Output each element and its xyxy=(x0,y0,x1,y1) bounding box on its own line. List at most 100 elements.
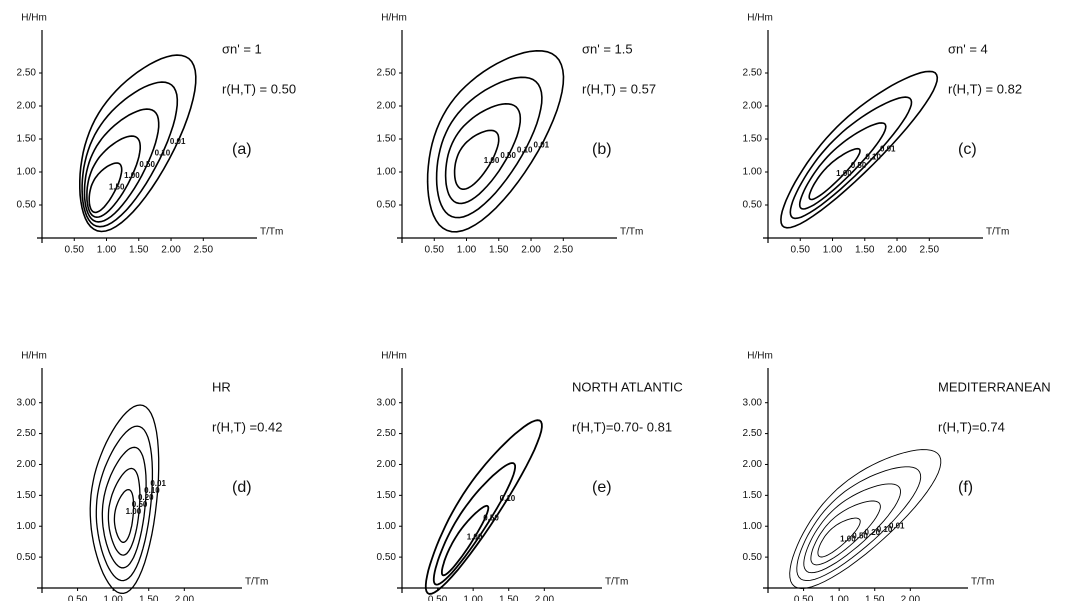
y-tick-label: 1.50 xyxy=(743,134,763,145)
x-tick-label: 0.50 xyxy=(65,245,85,256)
contour-line xyxy=(796,466,922,582)
x-tick-label: 1.00 xyxy=(463,595,483,601)
annotation: r(H,T)=0.70- 0.81 xyxy=(572,419,672,434)
y-tick-label: 2.00 xyxy=(377,459,397,470)
panel-label: (d) xyxy=(232,479,252,496)
x-tick-label: 0.50 xyxy=(428,595,448,601)
contour-line xyxy=(808,147,861,201)
contour-label: 0.01 xyxy=(889,522,905,531)
x-tick-label: 1.00 xyxy=(97,245,117,256)
x-axis-label: T/Tm xyxy=(971,577,994,588)
y-tick-label: 2.00 xyxy=(17,101,37,112)
contour-label: 1.00 xyxy=(467,532,483,541)
annotation: HR xyxy=(212,379,231,394)
contour-label: 1.00 xyxy=(840,535,856,544)
y-axis-label: H/Hm xyxy=(21,351,47,362)
x-axis-label: T/Tm xyxy=(260,227,283,238)
x-tick-label: 2.50 xyxy=(194,245,214,256)
x-axis-label: T/Tm xyxy=(986,227,1009,238)
y-tick-label: 2.50 xyxy=(377,428,397,439)
contour-line xyxy=(444,102,522,205)
contour-line xyxy=(789,96,913,220)
y-tick-label: 0.50 xyxy=(17,552,37,563)
contour-line xyxy=(798,122,887,210)
contour-label: 0.50 xyxy=(500,151,516,160)
y-axis-label: H/Hm xyxy=(381,351,407,362)
x-tick-label: 0.50 xyxy=(68,595,88,601)
panel-label: (b) xyxy=(592,141,612,158)
contour-label: 0.01 xyxy=(170,137,186,146)
contour-line xyxy=(789,449,942,589)
contour-line xyxy=(88,162,123,214)
panel-label: (c) xyxy=(958,141,977,158)
annotation: σn' = 1.5 xyxy=(582,41,633,56)
contour-label: 0.50 xyxy=(483,513,499,522)
y-tick-label: 2.50 xyxy=(17,68,37,79)
y-tick-label: 3.00 xyxy=(377,397,397,408)
x-tick-label: 1.00 xyxy=(829,595,849,601)
contour-line xyxy=(86,135,141,219)
x-tick-label: 1.50 xyxy=(139,595,159,601)
annotation: σn' = 1 xyxy=(222,41,262,56)
x-tick-label: 2.00 xyxy=(535,595,555,601)
annotation: r(H,T) = 0.50 xyxy=(222,81,296,96)
panel-label: (e) xyxy=(592,479,612,496)
contour-line xyxy=(780,70,939,229)
y-tick-label: 2.50 xyxy=(743,68,763,79)
y-tick-label: 0.50 xyxy=(377,552,397,563)
x-tick-label: 1.00 xyxy=(103,595,123,601)
contour-line xyxy=(95,425,154,582)
annotation: r(H,T) =0.42 xyxy=(212,419,282,434)
y-tick-label: 3.00 xyxy=(17,397,37,408)
y-tick-label: 2.00 xyxy=(377,101,397,112)
contour-line xyxy=(435,76,543,219)
contour-label: 0.20 xyxy=(865,528,881,537)
y-tick-label: 1.50 xyxy=(17,134,37,145)
x-tick-label: 2.00 xyxy=(901,595,921,601)
annotation: σn' = 4 xyxy=(948,41,988,56)
contour-label: 0.01 xyxy=(150,479,166,488)
y-tick-label: 0.50 xyxy=(17,200,37,211)
annotation: r(H,T) = 0.82 xyxy=(948,81,1022,96)
contour-label: 1.00 xyxy=(126,507,142,516)
x-tick-label: 0.50 xyxy=(791,245,811,256)
contour-line xyxy=(424,419,543,595)
panel-label: (f) xyxy=(958,479,973,496)
x-tick-label: 0.50 xyxy=(794,595,814,601)
x-tick-label: 2.50 xyxy=(554,245,574,256)
contour-line xyxy=(810,500,881,566)
y-tick-label: 2.00 xyxy=(743,459,763,470)
contour-line xyxy=(79,54,197,233)
annotation: r(H,T) = 0.57 xyxy=(582,81,656,96)
y-axis-label: H/Hm xyxy=(747,13,773,24)
contour-label: 0.50 xyxy=(139,160,155,169)
contour-label: 0.20 xyxy=(138,493,154,502)
contour-line xyxy=(432,462,516,586)
x-tick-label: 2.00 xyxy=(521,245,541,256)
contour-line xyxy=(107,467,141,556)
contour-line xyxy=(817,517,861,558)
contour-label: 0.10 xyxy=(500,494,516,503)
y-tick-label: 2.00 xyxy=(17,459,37,470)
annotation: NORTH ATLANTIC xyxy=(572,379,683,394)
y-tick-label: 0.50 xyxy=(743,552,763,563)
y-tick-label: 2.50 xyxy=(377,68,397,79)
contour-line xyxy=(803,483,901,574)
x-tick-label: 1.00 xyxy=(823,245,843,256)
contour-line xyxy=(453,129,500,190)
contour-line xyxy=(81,81,179,228)
contour-label: 0.10 xyxy=(517,146,533,155)
y-tick-label: 1.00 xyxy=(377,167,397,178)
y-tick-label: 2.00 xyxy=(743,101,763,112)
contour-label: 1.00 xyxy=(836,169,852,178)
contour-label: 0.01 xyxy=(534,140,550,149)
x-tick-label: 0.50 xyxy=(425,245,445,256)
y-tick-label: 0.50 xyxy=(743,200,763,211)
x-tick-label: 2.00 xyxy=(161,245,181,256)
x-tick-label: 1.50 xyxy=(865,595,885,601)
contour-label: 0.10 xyxy=(865,153,881,162)
contour-label: 1.50 xyxy=(109,183,125,192)
y-tick-label: 2.50 xyxy=(17,428,37,439)
contour-label: 0.10 xyxy=(877,525,893,534)
